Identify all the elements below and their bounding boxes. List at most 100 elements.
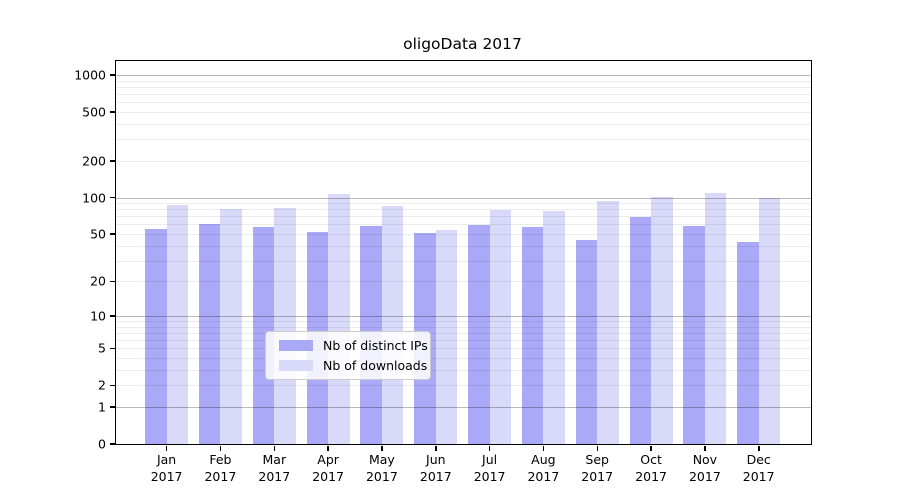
y-tick-20	[109, 280, 115, 283]
bar-nb-of-distinct-ips-jul	[468, 225, 490, 444]
bar-nb-of-distinct-ips-feb	[198, 224, 221, 444]
x-axis-tick-label-aug: Aug 2017	[527, 452, 560, 484]
x-tick-oct	[650, 445, 652, 451]
bar-nb-of-distinct-ips-oct	[629, 217, 652, 444]
gridline-5	[116, 348, 811, 350]
y-tick-50	[109, 233, 115, 235]
gridline-2	[116, 385, 811, 387]
x-tick-feb	[219, 445, 222, 451]
gridline-700	[116, 94, 811, 95]
gridline-8	[116, 326, 811, 328]
y-axis-tick-label-1000: 1000	[74, 67, 106, 83]
bar-nb-of-downloads-oct	[651, 196, 673, 444]
x-tick-jan	[165, 445, 168, 451]
bar-nb-of-distinct-ips-jan	[145, 229, 167, 444]
x-axis-tick-label-jan: Jan 2017	[150, 452, 183, 484]
x-axis-tick-label-may: May 2017	[365, 452, 398, 484]
bar-nb-of-downloads-jun	[435, 229, 458, 444]
y-axis-tick-label-20: 20	[90, 273, 106, 289]
y-tick-2	[109, 384, 115, 387]
x-axis-tick-label-mar: Mar 2017	[258, 452, 291, 484]
x-tick-apr	[327, 445, 329, 451]
x-tick-may	[381, 445, 383, 451]
gridline-7	[116, 332, 811, 334]
x-axis-tick-label-jul: Jul 2017	[473, 452, 506, 484]
bar-nb-of-downloads-aug	[543, 210, 565, 444]
gridline-40	[116, 245, 811, 247]
x-tick-sep	[596, 445, 598, 451]
bar-nb-of-downloads-dec	[758, 197, 781, 444]
x-tick-jul	[488, 445, 491, 451]
gridline-50	[116, 234, 811, 235]
y-tick-5	[109, 347, 115, 349]
bar-nb-of-downloads-sep	[597, 200, 619, 444]
gridline-3	[116, 369, 811, 371]
y-axis-tick-label-5: 5	[98, 340, 106, 356]
x-axis-tick-label-dec: Dec 2017	[742, 452, 775, 484]
y-tick-500	[109, 111, 115, 113]
legend-label-distinct-ips: Nb of distinct IPs	[323, 338, 428, 353]
y-tick-0	[109, 443, 115, 445]
y-axis-tick-label-2: 2	[98, 377, 106, 393]
x-axis-tick-label-feb: Feb 2017	[204, 452, 237, 484]
y-axis-tick-label-500: 500	[82, 104, 106, 120]
x-axis-tick-label-nov: Nov 2017	[688, 452, 721, 484]
x-tick-mar	[273, 445, 275, 451]
y-axis-tick-label-100: 100	[82, 190, 106, 205]
bar-nb-of-downloads-apr	[328, 193, 350, 444]
bar-nb-of-distinct-ips-mar	[252, 227, 275, 444]
y-tick-1000	[109, 74, 115, 76]
bar-nb-of-downloads-jan	[166, 204, 189, 444]
x-tick-jun	[435, 445, 437, 451]
x-tick-nov	[704, 445, 706, 451]
x-tick-aug	[542, 445, 545, 451]
x-tick-dec	[758, 445, 760, 451]
x-axis-tick-label-oct: Oct 2017	[635, 452, 667, 484]
gridline-500	[116, 111, 811, 113]
bar-nb-of-distinct-ips-aug	[521, 227, 544, 444]
y-axis-tick-label-50: 50	[90, 226, 106, 242]
gridline-20	[116, 281, 811, 283]
bar-nb-of-downloads-mar	[274, 208, 296, 444]
legend-item-downloads: Nb of downloads	[279, 358, 427, 373]
y-axis-tick-label-1: 1	[98, 399, 106, 415]
bar-nb-of-downloads-feb	[220, 209, 242, 444]
x-axis-tick-label-apr: Apr 2017	[312, 452, 344, 484]
chart-title: oligoData 2017	[403, 35, 522, 53]
gridline-10	[116, 315, 811, 317]
legend: Nb of distinct IPs Nb of downloads	[265, 331, 431, 380]
y-tick-200	[109, 160, 115, 162]
gridline-70	[116, 216, 811, 218]
y-axis-tick-label-200: 200	[82, 153, 106, 169]
y-axis-tick-label-0: 0	[98, 436, 106, 452]
gridline-1000	[116, 74, 811, 76]
gridline-400	[116, 123, 811, 125]
bar-nb-of-distinct-ips-nov	[683, 226, 705, 444]
gridline-800	[116, 86, 811, 88]
x-axis-tick-label-sep: Sep 2017	[581, 452, 614, 484]
y-tick-100	[109, 196, 115, 199]
gridline-80	[116, 209, 811, 211]
gridline-30	[116, 260, 811, 262]
y-tick-1	[109, 406, 115, 408]
legend-swatch-downloads	[279, 360, 313, 371]
plot-area: 1000 500 200 100 50 20 10 5 2 1 0 Jan 2017 Feb 2017 M…	[74, 60, 812, 484]
y-axis-tick-label-10: 10	[90, 308, 106, 324]
y-tick-10	[109, 315, 115, 317]
gridline-300	[116, 139, 811, 141]
gridline-200	[116, 160, 811, 162]
bar-nb-of-downloads-nov	[704, 193, 727, 444]
legend-label-downloads: Nb of downloads	[323, 358, 428, 373]
bar-nb-of-downloads-may	[381, 206, 404, 444]
gridline-90	[116, 203, 811, 204]
legend-item-distinct-ips: Nb of distinct IPs	[279, 338, 428, 353]
gridline-1	[116, 407, 811, 408]
gridline-100	[116, 197, 811, 199]
legend-swatch-distinct-ips	[279, 340, 313, 351]
gridline-6	[116, 340, 811, 342]
gridline-4	[116, 358, 811, 359]
bar-nb-of-downloads-jul	[489, 209, 512, 444]
gridline-900	[116, 80, 811, 82]
bar-nb-of-distinct-ips-dec	[737, 241, 759, 444]
